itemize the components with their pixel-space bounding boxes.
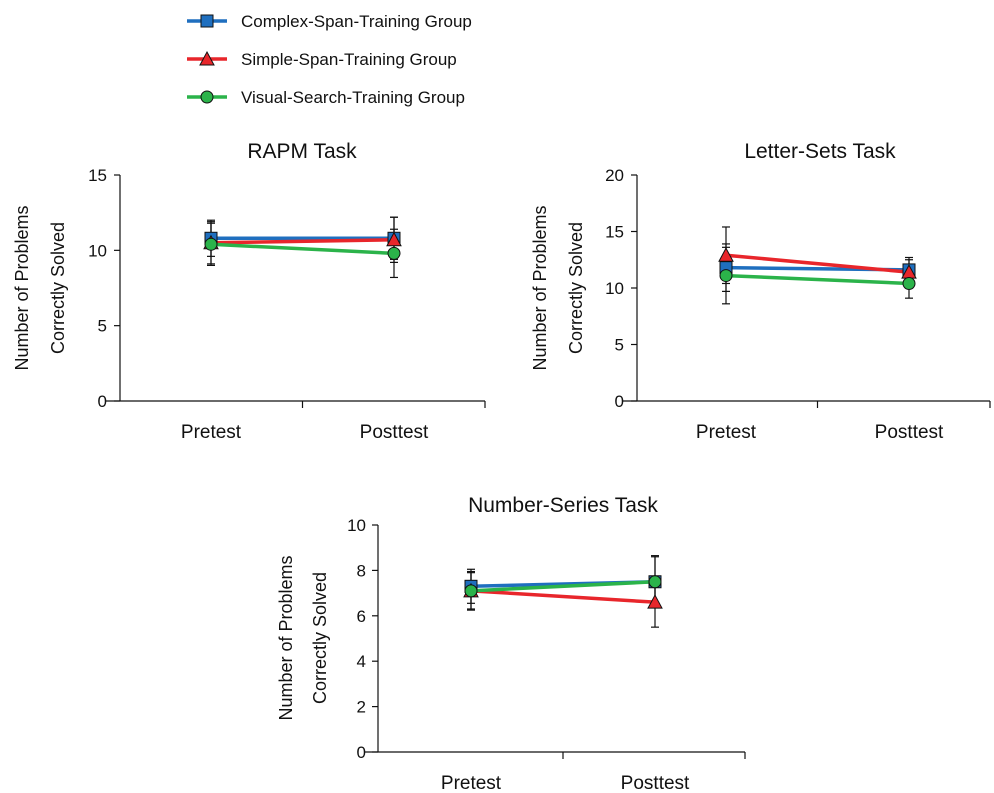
legend-label: Visual-Search-Training Group	[241, 88, 465, 107]
chart-panel: Letter-Sets Task Number of Problems Correc…	[530, 140, 991, 443]
legend-item: Complex-Span-Training Group	[187, 12, 472, 31]
series-line	[725, 273, 910, 286]
series-line	[210, 242, 395, 256]
y-tick-label: 0	[615, 392, 624, 411]
data-point-circle	[719, 269, 733, 283]
chart-panel: Number-Series Task Number of Problems Corr…	[276, 494, 746, 793]
x-tick-label: Posttest	[875, 422, 944, 443]
y-axis-label: Correctly Solved	[48, 222, 68, 354]
y-tick-label: 4	[357, 652, 366, 671]
legend-circle-marker	[200, 90, 214, 104]
y-tick-label: 5	[98, 317, 107, 336]
series-line	[470, 589, 656, 604]
y-axis-label: Number of Problems	[276, 555, 296, 720]
legend-item: Simple-Span-Training Group	[187, 50, 457, 69]
data-point-circle	[648, 575, 662, 589]
x-tick-label: Pretest	[181, 422, 242, 443]
y-axis-label: Number of Problems	[530, 205, 550, 370]
chart-panel: RAPM Task Number of Problems Correctly Sol…	[12, 140, 486, 443]
y-axis-label: Correctly Solved	[566, 222, 586, 354]
data-point-circle	[902, 276, 916, 290]
x-tick-label: Pretest	[696, 422, 757, 443]
panel-title: RAPM Task	[247, 140, 357, 163]
y-tick-label: 20	[605, 166, 624, 185]
data-point-circle	[387, 246, 401, 260]
y-tick-label: 15	[88, 166, 107, 185]
data-point-circle	[204, 237, 218, 251]
x-tick-label: Posttest	[621, 773, 690, 793]
legend-item: Visual-Search-Training Group	[187, 88, 465, 107]
y-tick-label: 15	[605, 223, 624, 242]
y-tick-label: 10	[347, 516, 366, 535]
y-tick-label: 0	[98, 392, 107, 411]
x-tick-label: Posttest	[360, 422, 429, 443]
y-tick-label: 6	[357, 607, 366, 626]
data-point-circle	[464, 584, 478, 598]
y-tick-label: 10	[605, 279, 624, 298]
y-tick-label: 2	[357, 698, 366, 717]
y-tick-label: 8	[357, 561, 366, 580]
panel-title: Letter-Sets Task	[744, 140, 896, 163]
legend-triangle-marker	[199, 50, 215, 66]
y-tick-label: 0	[357, 743, 366, 762]
y-axis-label: Number of Problems	[12, 205, 32, 370]
y-axis-label: Correctly Solved	[310, 572, 330, 704]
y-tick-label: 5	[615, 336, 624, 355]
y-tick-label: 10	[88, 241, 107, 260]
data-point-triangle	[386, 231, 402, 247]
legend-label: Simple-Span-Training Group	[241, 50, 457, 69]
data-point-triangle	[647, 594, 663, 609]
x-tick-label: Pretest	[441, 773, 502, 793]
chart-panels: RAPM Task Number of Problems Correctly Sol…	[12, 140, 991, 793]
data-point-triangle	[718, 247, 734, 262]
legend: Complex-Span-Training Group Simple-Span-T…	[187, 12, 472, 107]
series-line	[210, 238, 395, 245]
legend-label: Complex-Span-Training Group	[241, 12, 472, 31]
legend-square-marker	[200, 14, 214, 28]
series-line	[725, 253, 910, 274]
series-line	[470, 580, 656, 593]
panel-title: Number-Series Task	[468, 494, 658, 517]
